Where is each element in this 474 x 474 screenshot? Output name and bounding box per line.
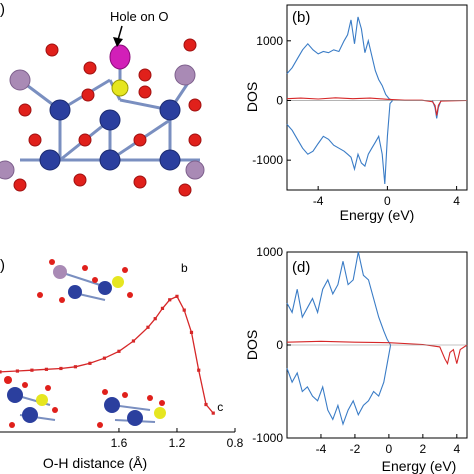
panel-b-series-1-line bbox=[286, 100, 394, 185]
panel-a-structure bbox=[0, 38, 205, 197]
panel-b-xlabel: Energy (eV) bbox=[340, 207, 415, 223]
panel-c-point bbox=[102, 356, 107, 360]
inset-structure-bottom-left bbox=[4, 376, 58, 428]
panel-b-series-0-line bbox=[286, 16, 393, 101]
panel-c-point-label: b bbox=[181, 261, 188, 275]
panel-d-ytick-label: 1000 bbox=[256, 245, 283, 259]
panel-d-series-2-line bbox=[286, 340, 468, 366]
panel-c-point bbox=[73, 365, 78, 369]
inset-structure-bottom-right bbox=[97, 389, 166, 428]
panel-b-xtick-label: 0 bbox=[384, 194, 391, 208]
panel-b-ytick-label: 1000 bbox=[256, 34, 283, 48]
panel-c-point bbox=[197, 368, 201, 372]
inset-structure-top bbox=[37, 259, 133, 303]
panel-c-point bbox=[117, 349, 121, 353]
panel-c-point bbox=[131, 339, 136, 343]
panel-b-xtick-label: -4 bbox=[313, 194, 324, 208]
panel-b-xtick-label: 4 bbox=[453, 194, 460, 208]
panel-d-ytick-label: 0 bbox=[276, 338, 283, 352]
panel-c-point bbox=[59, 366, 63, 371]
panel-b-ylabel: DOS bbox=[244, 82, 260, 112]
panel-a-label: ) bbox=[0, 1, 5, 18]
panel-d-xtick-label: -4 bbox=[316, 442, 327, 456]
panel-c-point bbox=[146, 325, 150, 329]
panel-a: ) Hole on O bbox=[0, 1, 205, 197]
panel-c-point bbox=[44, 367, 49, 371]
panel-c-point bbox=[15, 369, 20, 373]
panel-c-series-0-line bbox=[0, 295, 214, 414]
panel-c-point bbox=[0, 370, 2, 374]
panel-d-series-0-line bbox=[286, 251, 392, 346]
hole-arrow bbox=[117, 25, 123, 41]
panel-d-xtick-label: -2 bbox=[350, 442, 361, 456]
panel-c-xtick-label: 0.8 bbox=[227, 436, 244, 450]
panel-b-ytick-label: -1000 bbox=[252, 153, 283, 167]
panel-b-label: (b) bbox=[292, 9, 310, 26]
panel-b-series-2-line bbox=[431, 100, 442, 119]
panel-d-xtick-label: 4 bbox=[453, 442, 460, 456]
panel-d: -4 -2 0 2 4 1000 0 -1000 (d) Energy (eV) DOS bbox=[244, 245, 468, 474]
panel-c-point bbox=[182, 308, 186, 312]
panel-c-point bbox=[204, 402, 208, 407]
panel-d-xlabel: Energy (eV) bbox=[382, 458, 457, 474]
hole-arrowhead bbox=[113, 37, 123, 47]
panel-c-xtick-label: 1.2 bbox=[169, 436, 186, 450]
panel-c-point bbox=[88, 361, 92, 365]
panel-c-point-label: c bbox=[217, 400, 223, 414]
panel-c-point bbox=[189, 330, 194, 335]
panel-d-ytick-label: -1000 bbox=[252, 431, 283, 445]
panel-b: -4 0 4 1000 0 -1000 (b) Energy (eV) DOS bbox=[244, 4, 468, 223]
panel-c-point bbox=[211, 411, 215, 415]
panel-c-point bbox=[30, 368, 34, 372]
panel-c-point bbox=[175, 294, 179, 298]
panel-c-label: ) bbox=[0, 257, 5, 274]
panel-b-axes bbox=[286, 4, 468, 191]
panel-d-series-1-line bbox=[286, 344, 392, 426]
panel-c-point bbox=[168, 298, 172, 302]
panel-d-ylabel: DOS bbox=[244, 330, 260, 360]
panel-c: 1.6 1.2 0.8 b c ) O-H distance (Å) bbox=[0, 257, 244, 471]
panel-c-point bbox=[153, 317, 157, 321]
panel-d-label: (d) bbox=[292, 259, 310, 276]
panel-b-ytick-label: 0 bbox=[276, 93, 283, 107]
panel-c-xlabel: O-H distance (Å) bbox=[43, 455, 147, 471]
panel-d-xtick-label: 2 bbox=[420, 442, 427, 456]
hole-annotation: Hole on O bbox=[110, 9, 169, 24]
panel-d-xtick-label: 0 bbox=[386, 442, 393, 456]
panel-c-point bbox=[160, 306, 165, 310]
panel-c-xtick-label: 1.6 bbox=[111, 436, 128, 450]
